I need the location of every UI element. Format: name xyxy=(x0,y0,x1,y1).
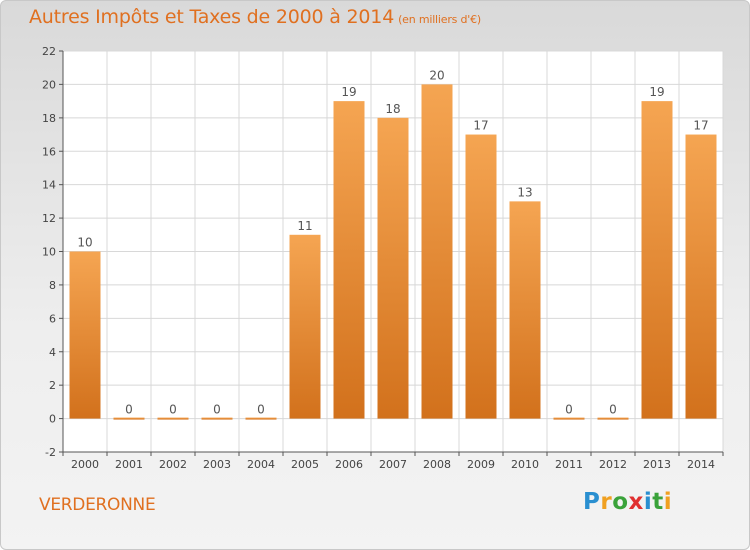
bar-2014 xyxy=(685,134,717,419)
bar-value-label: 20 xyxy=(429,68,444,82)
logo-letter: P xyxy=(583,489,601,515)
proxiti-logo: Proxiti xyxy=(583,489,672,515)
bar-value-label: 0 xyxy=(565,403,573,417)
x-tick-label: 2003 xyxy=(203,458,231,471)
logo-letter: i xyxy=(643,489,653,515)
y-tick-label: 4 xyxy=(49,346,56,359)
x-tick-label: 2013 xyxy=(643,458,671,471)
bar-2006 xyxy=(333,101,365,419)
x-tick-label: 2007 xyxy=(379,458,407,471)
y-tick-label: 8 xyxy=(49,279,56,292)
logo-letter: t xyxy=(652,489,664,515)
bar-2012 xyxy=(597,417,629,420)
bar-2011 xyxy=(553,417,585,420)
bar-value-label: 18 xyxy=(385,102,400,116)
x-tick-label: 2011 xyxy=(555,458,583,471)
logo-letter: x xyxy=(628,489,644,515)
x-tick-label: 2004 xyxy=(247,458,275,471)
logo-letter: o xyxy=(612,489,629,515)
y-tick-label: 2 xyxy=(49,379,56,392)
bar-2013 xyxy=(641,101,673,419)
bar-value-label: 17 xyxy=(693,119,708,133)
chart-title-unit: (en milliers d'€) xyxy=(398,13,481,26)
logo-letter: i xyxy=(663,489,673,515)
x-tick-label: 2002 xyxy=(159,458,187,471)
bar-2009 xyxy=(465,134,497,419)
y-tick-label: 6 xyxy=(49,312,56,325)
y-tick-label: 16 xyxy=(42,145,56,158)
x-tick-label: 2005 xyxy=(291,458,319,471)
bar-2001 xyxy=(113,417,145,420)
y-tick-label: 20 xyxy=(42,78,56,91)
x-tick-label: 2012 xyxy=(599,458,627,471)
bar-value-label: 0 xyxy=(213,403,221,417)
bar-2010 xyxy=(509,201,541,419)
bar-2008 xyxy=(421,84,453,419)
bar-value-label: 10 xyxy=(77,236,92,250)
bar-2007 xyxy=(377,117,409,419)
x-tick-label: 2008 xyxy=(423,458,451,471)
y-tick-label: 14 xyxy=(42,179,56,192)
x-tick-label: 2014 xyxy=(687,458,715,471)
x-tick-label: 2000 xyxy=(71,458,99,471)
y-tick-label: 12 xyxy=(42,212,56,225)
bar-value-label: 0 xyxy=(609,403,617,417)
y-tick-label: 22 xyxy=(42,45,56,58)
x-tick-label: 2009 xyxy=(467,458,495,471)
x-tick-label: 2001 xyxy=(115,458,143,471)
bar-value-label: 13 xyxy=(517,185,532,199)
chart-title-main: Autres Impôts et Taxes de 2000 à 2014 xyxy=(29,6,395,28)
chart-title: Autres Impôts et Taxes de 2000 à 2014 (en… xyxy=(29,6,481,28)
y-tick-label: 10 xyxy=(42,246,56,259)
y-tick-label: 18 xyxy=(42,112,56,125)
bar-value-label: 17 xyxy=(473,119,488,133)
logo-letter: r xyxy=(600,489,613,515)
bar-value-label: 11 xyxy=(297,219,312,233)
commune-name: VERDERONNE xyxy=(39,495,156,515)
bar-2003 xyxy=(201,417,233,420)
bar-value-label: 19 xyxy=(341,85,356,99)
bar-2005 xyxy=(289,234,321,419)
bar-2000 xyxy=(69,251,101,419)
bar-value-label: 0 xyxy=(125,403,133,417)
bar-value-label: 19 xyxy=(649,85,664,99)
x-tick-label: 2006 xyxy=(335,458,363,471)
bar-value-label: 0 xyxy=(169,403,177,417)
x-tick-label: 2010 xyxy=(511,458,539,471)
bar-value-label: 0 xyxy=(257,403,265,417)
y-tick-label: 0 xyxy=(49,413,56,426)
y-tick-label: -2 xyxy=(45,446,56,459)
bar-2004 xyxy=(245,417,277,420)
bar-2002 xyxy=(157,417,189,420)
